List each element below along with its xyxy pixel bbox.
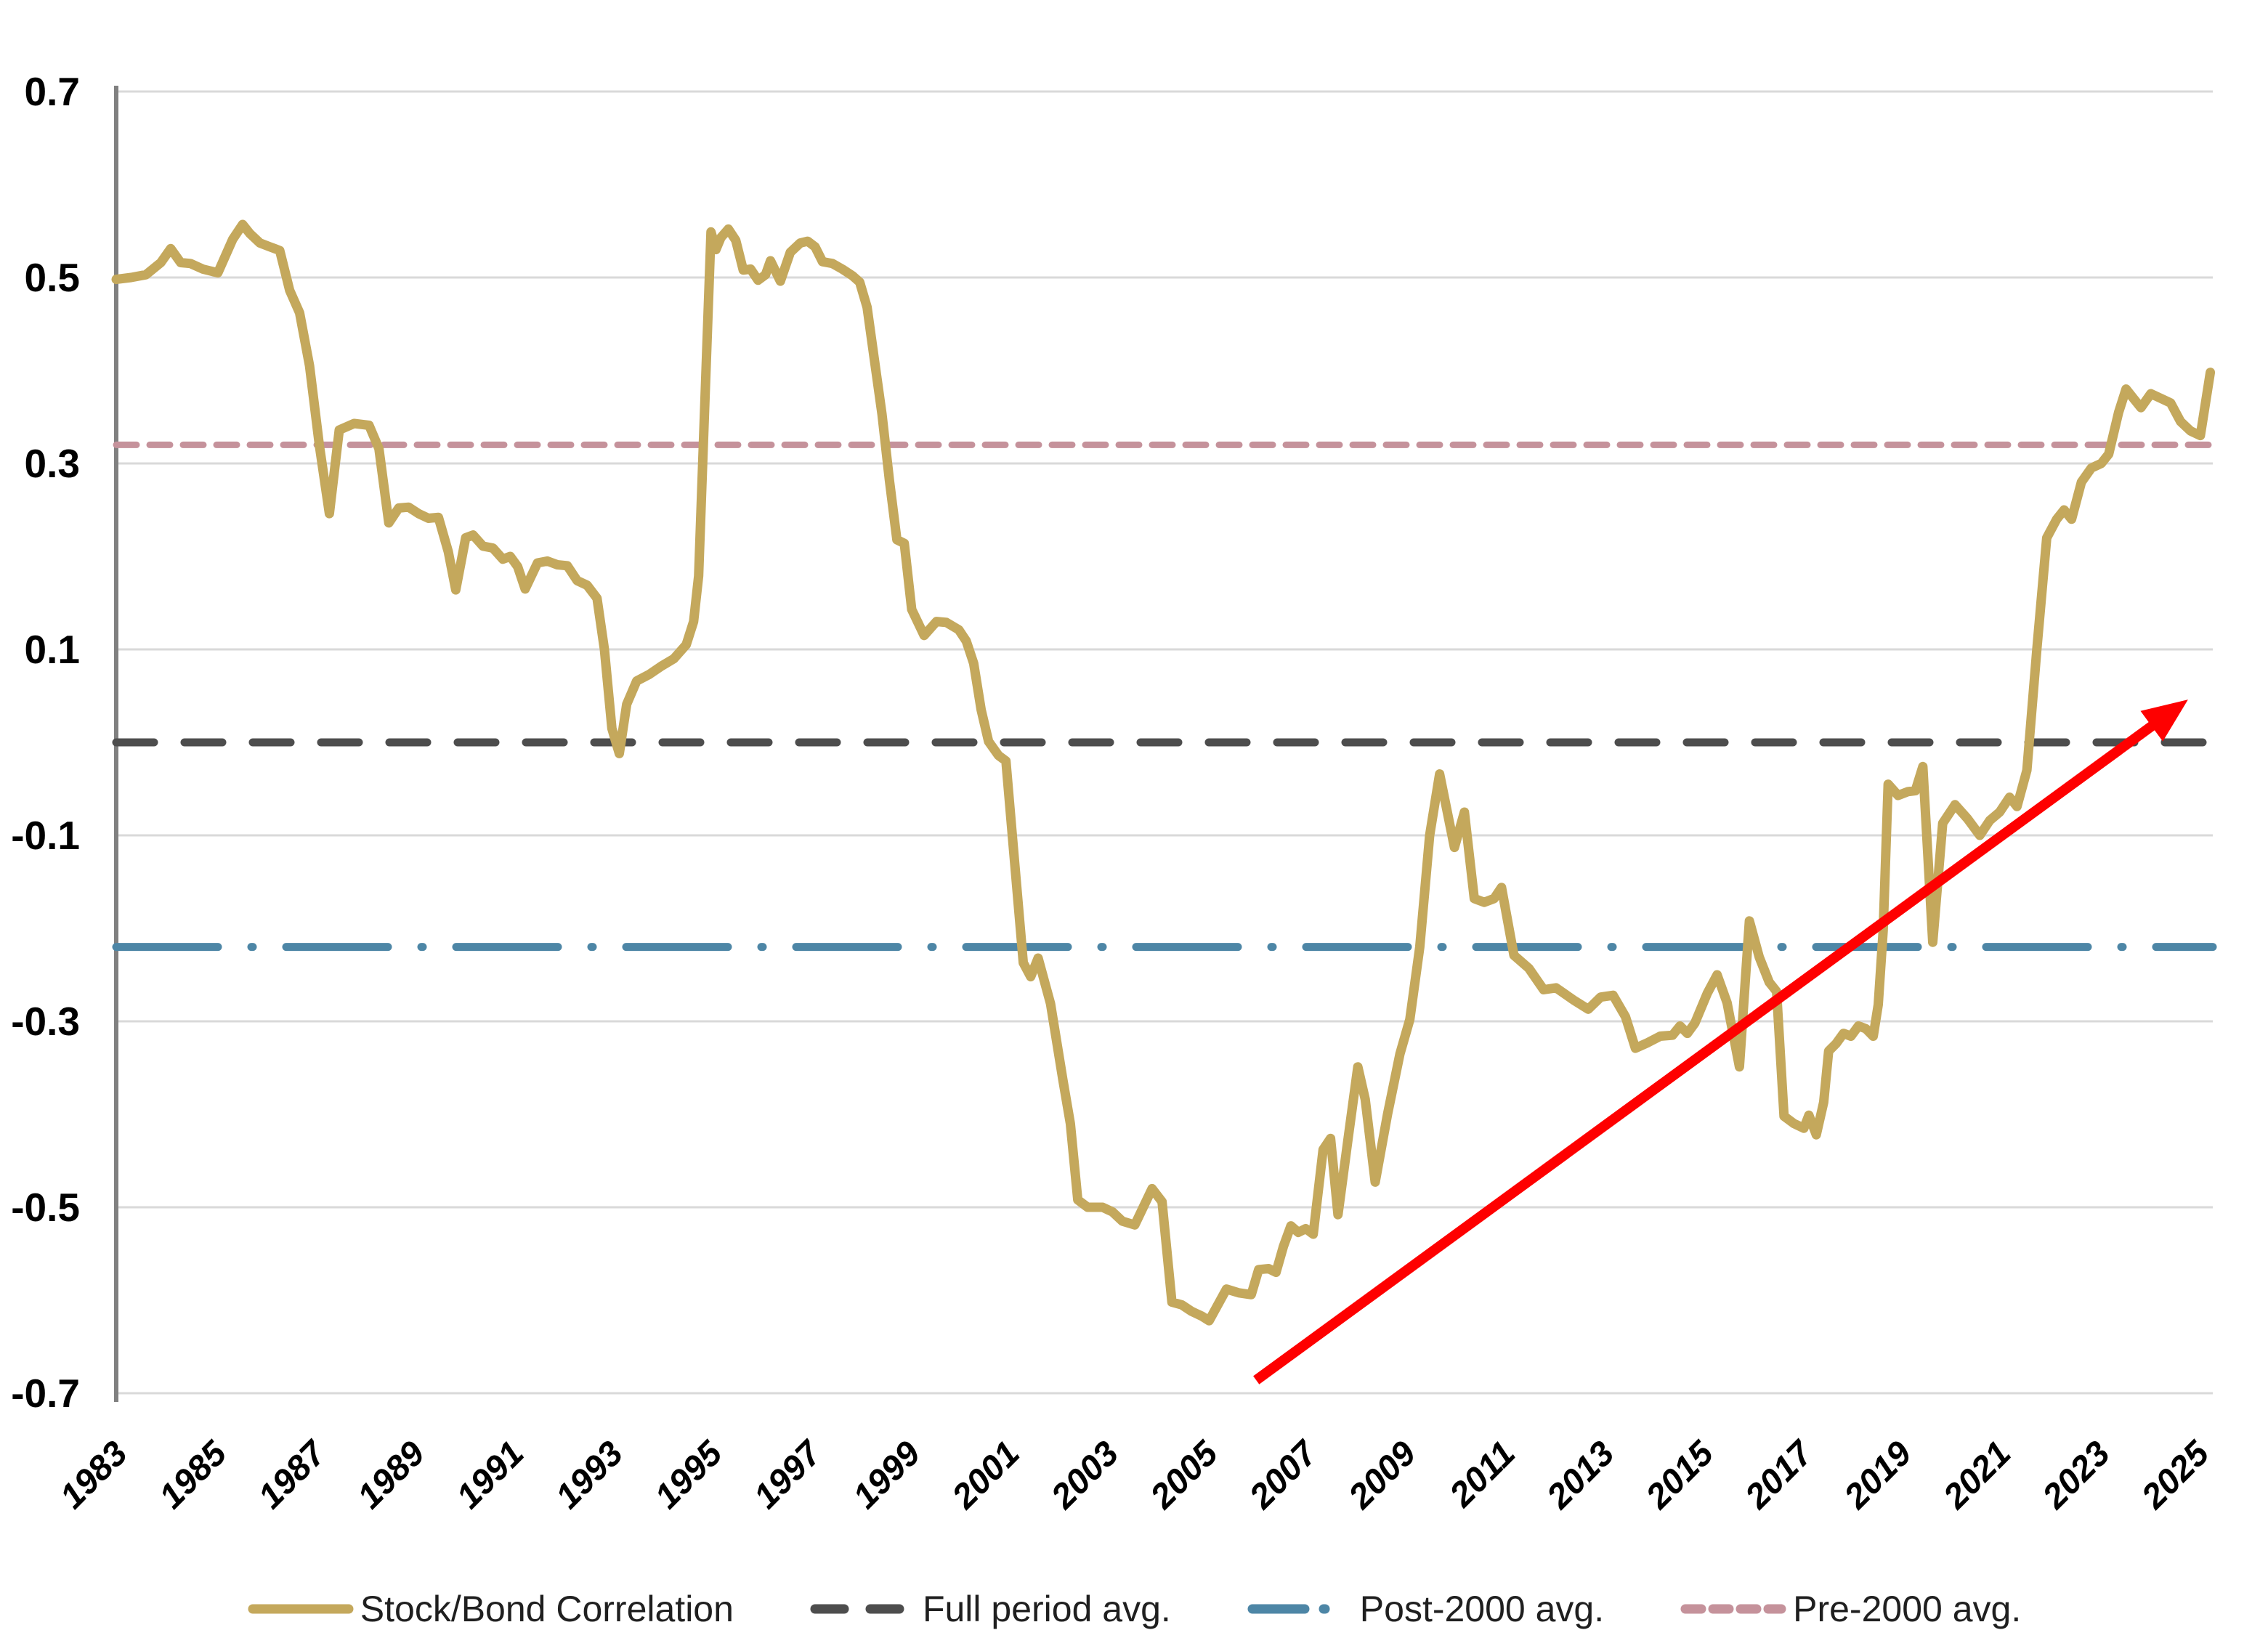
svg-text:1985: 1985 — [152, 1433, 235, 1516]
svg-text:1991: 1991 — [450, 1434, 532, 1516]
trend-arrow — [1253, 700, 2188, 1384]
legend-label-stock-bond-correlation: Stock/Bond Correlation — [360, 1589, 734, 1629]
svg-text:2019: 2019 — [1836, 1434, 1919, 1517]
legend-swatch-post-2000-avg — [1247, 1604, 1333, 1614]
svg-text:1983: 1983 — [53, 1434, 135, 1516]
legend-swatch-pre-2000-avg — [1680, 1604, 1786, 1614]
legend-item-post-2000-avg: Post-2000 avg. — [1247, 1588, 1604, 1630]
svg-text:1997: 1997 — [747, 1433, 830, 1517]
svg-text:2007: 2007 — [1242, 1433, 1326, 1517]
svg-text:-0.1: -0.1 — [11, 813, 80, 858]
chart-legend: Stock/Bond Correlation Full period avg. … — [0, 1588, 2268, 1630]
legend-label-post-2000-avg: Post-2000 avg. — [1359, 1589, 1605, 1629]
legend-item-pre-2000-avg: Pre-2000 avg. — [1680, 1588, 2021, 1630]
svg-text:2009: 2009 — [1341, 1434, 1424, 1517]
svg-text:1999: 1999 — [846, 1434, 928, 1516]
svg-text:2013: 2013 — [1539, 1434, 1622, 1517]
legend-swatch-stock-bond-correlation — [248, 1604, 354, 1614]
svg-text:2021: 2021 — [1936, 1434, 2019, 1517]
svg-text:2003: 2003 — [1044, 1434, 1127, 1517]
reference-lines — [112, 441, 2217, 952]
svg-text:2025: 2025 — [2134, 1433, 2218, 1517]
svg-text:2017: 2017 — [1738, 1433, 1821, 1517]
svg-text:0.7: 0.7 — [25, 69, 80, 114]
legend-label-full-period-avg: Full period avg. — [922, 1589, 1171, 1629]
svg-text:-0.7: -0.7 — [11, 1371, 80, 1416]
svg-text:2023: 2023 — [2035, 1434, 2118, 1517]
x-axis-labels: 1983 1985 1987 1989 1991 1993 1995 1997 1999 2001… — [53, 1433, 2217, 1517]
svg-text:-0.3: -0.3 — [11, 999, 80, 1044]
svg-text:0.1: 0.1 — [25, 627, 80, 672]
svg-text:1989: 1989 — [350, 1434, 432, 1516]
svg-text:1987: 1987 — [251, 1433, 335, 1517]
svg-text:1993: 1993 — [548, 1434, 631, 1516]
legend-label-pre-2000-avg: Pre-2000 avg. — [1793, 1589, 2022, 1629]
stock-bond-correlation-line — [111, 219, 2216, 1326]
svg-text:2011: 2011 — [1442, 1434, 1523, 1515]
svg-text:-0.5: -0.5 — [11, 1185, 80, 1230]
svg-text:2005: 2005 — [1143, 1433, 1226, 1517]
legend-swatch-full-period-avg — [810, 1604, 916, 1614]
gridlines — [116, 90, 2213, 1395]
legend-item-full-period-avg: Full period avg. — [809, 1588, 1171, 1630]
svg-text:1995: 1995 — [648, 1433, 731, 1516]
y-axis-labels: 0.7 0.5 0.3 0.1 -0.1 -0.3 -0.5 -0.7 — [11, 69, 80, 1416]
legend-item-stock-bond-correlation: Stock/Bond Correlation — [247, 1588, 734, 1630]
svg-text:0.5: 0.5 — [25, 255, 80, 300]
svg-text:0.3: 0.3 — [25, 441, 80, 486]
svg-text:2015: 2015 — [1638, 1433, 1722, 1517]
svg-text:2001: 2001 — [944, 1434, 1027, 1517]
